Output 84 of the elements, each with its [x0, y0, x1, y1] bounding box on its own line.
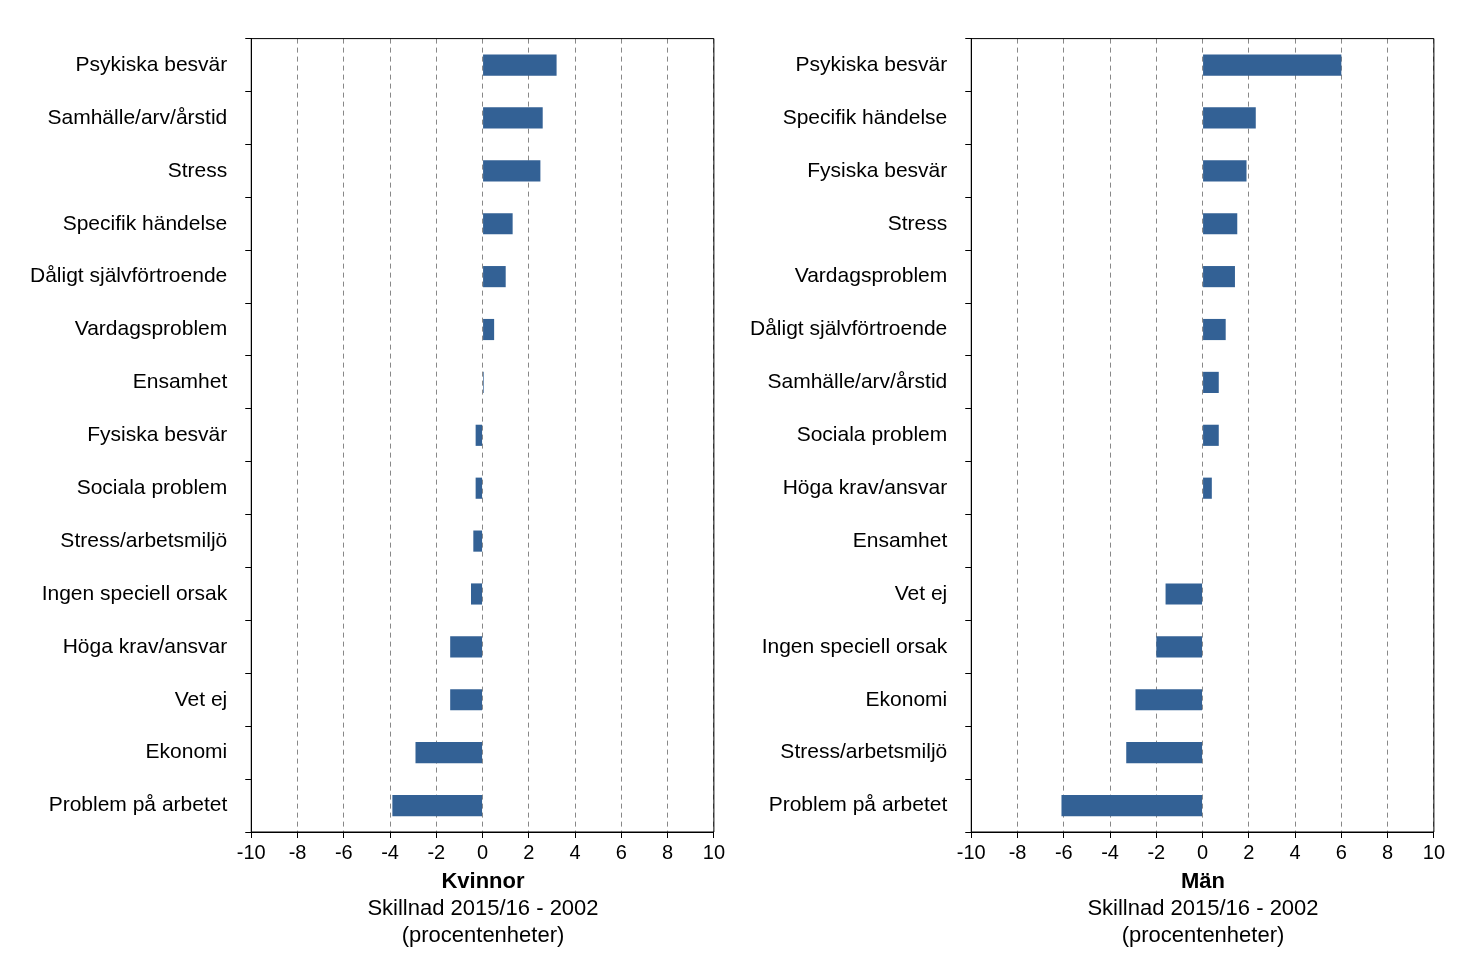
bar: [415, 742, 483, 764]
x-tick-label: -6: [1054, 840, 1073, 863]
y-tick-label: Stress: [167, 157, 228, 181]
y-tick-label: Höga krav/ansvar: [62, 633, 228, 657]
x-tick-label: 6: [615, 840, 627, 863]
y-tick-label: Specifik händelse: [62, 210, 228, 234]
bar: [483, 54, 557, 76]
x-tick-label: -8: [288, 840, 307, 863]
y-tick-label: Stress: [887, 210, 948, 234]
y-tick-label: Samhälle/arv/årstid: [767, 369, 948, 393]
y-tick-label: Sociala problem: [76, 474, 228, 498]
y-tick-label: Problem på arbetet: [768, 792, 948, 816]
y-tick-label: Sociala problem: [796, 422, 948, 446]
x-tick-label: -8: [1008, 840, 1027, 863]
bar: [1156, 636, 1203, 658]
y-tick-label: Samhälle/arv/årstid: [47, 104, 228, 128]
x-tick-label: 0: [477, 840, 489, 863]
bar: [1126, 742, 1203, 764]
bar: [1203, 54, 1342, 76]
y-tick-label: Ingen speciell orsak: [41, 580, 228, 604]
bar: [1203, 213, 1238, 235]
bar: [475, 424, 483, 446]
x-tick-label: -4: [381, 840, 399, 863]
x-tick-label: -10: [956, 840, 986, 863]
bar: [450, 636, 483, 658]
y-tick-label: Vet ej: [894, 580, 948, 604]
bar: [483, 318, 495, 341]
y-tick-label: Problem på arbetet: [48, 792, 228, 816]
bar: [1203, 160, 1247, 182]
x-tick-label: 2: [1243, 840, 1255, 863]
y-tick-label: Vardagsproblem: [74, 316, 228, 340]
x-tick-label: -6: [334, 840, 353, 863]
x-tick-label: -10: [236, 840, 266, 863]
y-tick-label: Fysiska besvär: [807, 157, 948, 181]
bar: [1203, 107, 1256, 129]
y-tick-label: Höga krav/ansvar: [782, 474, 948, 498]
y-tick-label: Dåligt självförtroende: [30, 263, 228, 287]
x-tick-label: 6: [1335, 840, 1347, 863]
x-axis-title: Skillnad 2015/16 - 2002 (procentenheter): [366, 894, 600, 948]
y-tick-label: Ingen speciell orsak: [761, 633, 948, 657]
x-tick-label: 4: [569, 840, 581, 863]
bar: [1203, 266, 1235, 288]
text: Kvinnor: [440, 868, 526, 894]
bar: [1203, 371, 1219, 393]
x-tick-label: 10: [1422, 840, 1445, 863]
bar: [473, 530, 483, 552]
bar: [1203, 477, 1212, 499]
text: Män: [1180, 868, 1226, 894]
bar: [1165, 583, 1203, 605]
y-tick-label: Vet ej: [174, 686, 228, 710]
x-axis-title: Skillnad 2015/16 - 2002 (procentenheter): [1086, 894, 1320, 948]
bar: [450, 689, 483, 711]
bar: [1061, 794, 1203, 817]
bar: [483, 266, 506, 288]
bar: [483, 107, 543, 129]
bar: [471, 583, 483, 605]
bar: [483, 160, 541, 182]
y-tick-label: Specifik händelse: [782, 104, 948, 128]
x-tick-label: 8: [1382, 840, 1394, 863]
y-tick-label: Fysiska besvär: [87, 422, 228, 446]
bar: [1135, 689, 1203, 711]
y-tick-label: Stress/arbetsmiljö: [60, 527, 228, 551]
y-tick-label: Ensamhet: [852, 527, 948, 551]
bar: [483, 213, 513, 235]
y-tick-label: Ekonomi: [145, 739, 228, 763]
x-tick-label: -4: [1101, 840, 1119, 863]
y-tick-label: Stress/arbetsmiljö: [780, 739, 948, 763]
bar: [392, 794, 483, 817]
x-tick-label: 10: [702, 840, 725, 863]
y-tick-label: Ekonomi: [865, 686, 948, 710]
bar: [1203, 424, 1219, 446]
y-tick-label: Ensamhet: [132, 369, 228, 393]
y-tick-label: Dåligt självförtroende: [750, 316, 948, 340]
y-tick-label: Psykiska besvär: [75, 51, 228, 75]
x-tick-label: 4: [1289, 840, 1301, 863]
x-tick-label: -2: [427, 840, 446, 863]
bar: [475, 477, 483, 499]
y-tick-label: Vardagsproblem: [794, 263, 948, 287]
x-tick-label: 2: [523, 840, 535, 863]
bar: [1203, 318, 1226, 341]
x-tick-label: 0: [1197, 840, 1209, 863]
x-tick-label: -2: [1147, 840, 1166, 863]
x-tick-label: 8: [662, 840, 674, 863]
y-tick-label: Psykiska besvär: [795, 51, 948, 75]
